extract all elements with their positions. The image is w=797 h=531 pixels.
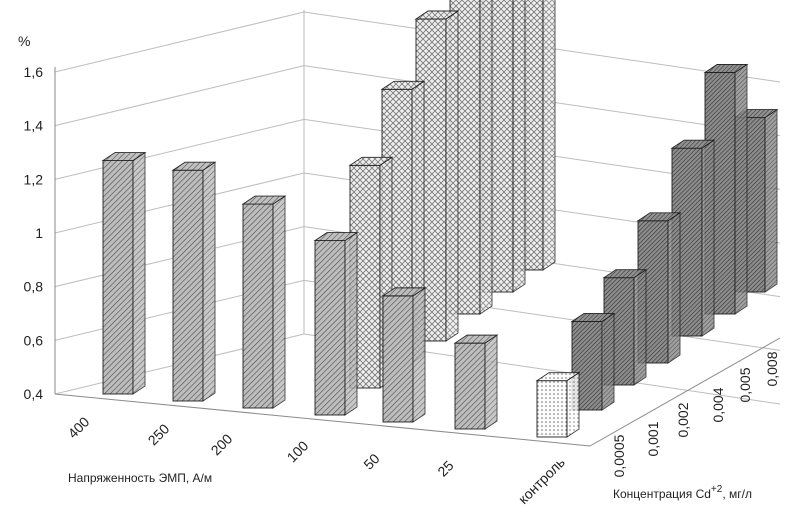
x-tick-label: 25 — [434, 457, 456, 479]
bar-hatch-25 — [453, 334, 499, 430]
bar-hatch-250 — [171, 161, 217, 402]
chart-bars — [101, 0, 779, 438]
depth-axis-title-superscript: +2 — [711, 484, 723, 495]
bar-side — [667, 211, 681, 364]
x-tick-label: 100 — [284, 437, 312, 465]
y-tick-label: 0,8 — [24, 279, 44, 295]
bar-top — [101, 152, 147, 162]
gridline-left — [54, 65, 305, 127]
x-tick-label: 200 — [208, 430, 236, 458]
bar-hatch-400 — [101, 151, 147, 395]
bar-top — [171, 161, 217, 171]
bar-side — [479, 0, 493, 315]
bar-top — [241, 195, 287, 205]
bar-side — [566, 371, 580, 438]
bar-side — [445, 10, 459, 342]
bar-top — [381, 287, 427, 297]
depth-tick-label: 0,001 — [645, 421, 661, 456]
depth-tick-label: 0,005 — [737, 367, 753, 402]
bar-top — [453, 334, 499, 344]
gridline-left — [54, 118, 305, 180]
bar-side — [272, 195, 286, 409]
y-tick-label: 0,6 — [24, 332, 44, 348]
bar-front — [314, 240, 346, 416]
y-tick-label: 1,2 — [24, 171, 44, 187]
bar-cross-0,008 — [348, 156, 394, 389]
depth-tick-label: 0,004 — [710, 387, 726, 422]
depth-tick-label: 0,0005 — [611, 434, 627, 477]
bar-top — [670, 139, 716, 149]
depth-tick-label: 0,008 — [764, 351, 780, 386]
bar-side — [344, 231, 358, 416]
x-tick-label: 400 — [65, 413, 93, 441]
x-tick-label: 250 — [145, 420, 173, 448]
bar-side — [412, 287, 426, 423]
x-axis-title: Напряженность ЭМП, А/м — [68, 471, 212, 485]
bar-side — [132, 151, 146, 395]
gridline-left — [54, 11, 305, 73]
bar-side — [701, 139, 715, 337]
bar-side — [601, 312, 615, 411]
x-tick-label: контроль — [515, 454, 568, 507]
bar-top — [313, 232, 359, 242]
bar-side — [633, 268, 647, 386]
depth-tick-label: 0,002 — [675, 402, 691, 437]
bar-side — [734, 63, 748, 315]
y-tick-label: 0,4 — [24, 386, 44, 402]
bar-top — [570, 313, 616, 322]
bar-side — [202, 161, 216, 402]
bar-hatch-50 — [381, 287, 427, 423]
depth-axis-title-suffix: , мг/л — [722, 487, 752, 501]
bar-front — [454, 342, 486, 430]
bar-side — [764, 108, 778, 293]
y-tick-label: 1,4 — [24, 118, 44, 134]
bar-top — [348, 156, 394, 166]
bar-front — [242, 203, 274, 409]
bar-dense-0,002 — [636, 211, 682, 364]
bar-top — [380, 80, 426, 90]
x-tick-label: 50 — [360, 450, 382, 472]
bar-side — [512, 0, 526, 293]
bar-top — [602, 269, 648, 279]
bar-hatch-200 — [241, 195, 287, 409]
bar-top — [636, 212, 682, 222]
depth-axis-line — [589, 337, 781, 447]
bar-top — [703, 64, 749, 73]
bar-top — [535, 372, 581, 382]
depth-axis-title-main: Концентрация Cd — [613, 487, 711, 501]
bar-side — [484, 334, 498, 430]
y-tick-label: 1 — [35, 225, 43, 241]
depth-axis-title: Концентрация Cd+2, мг/л — [613, 484, 752, 501]
bar-front — [102, 160, 134, 395]
bar-hatch-100 — [313, 231, 359, 416]
y-axis-title: % — [18, 33, 30, 49]
bar-top — [414, 10, 460, 20]
bar-dots-контроль — [535, 371, 581, 438]
bar-front — [382, 295, 414, 423]
bar-front — [172, 169, 204, 402]
bar-side — [542, 0, 556, 271]
x-axis-line — [54, 393, 591, 447]
bar-front — [536, 380, 568, 438]
y-tick-label: 1,6 — [24, 64, 44, 80]
